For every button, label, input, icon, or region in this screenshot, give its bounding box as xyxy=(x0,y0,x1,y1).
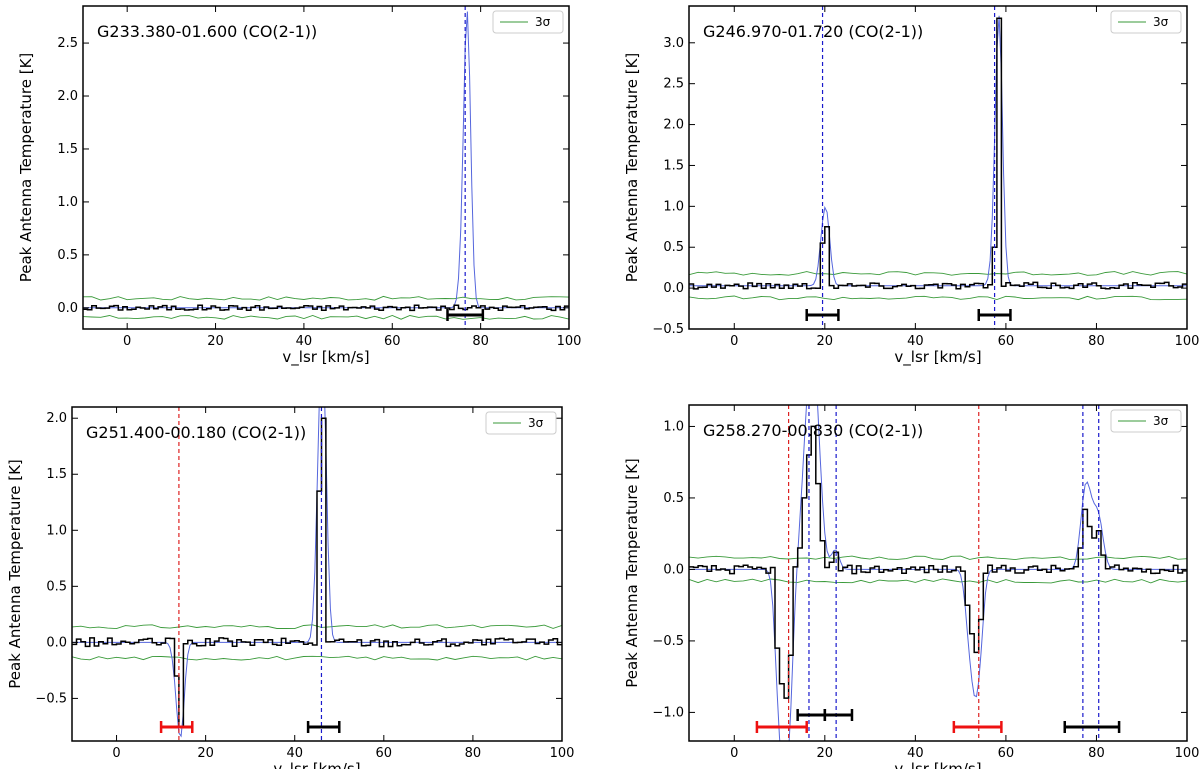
x-tick-label: 0 xyxy=(730,334,738,349)
x-tick-label: 60 xyxy=(376,746,393,761)
x-tick-label: 20 xyxy=(817,746,834,761)
x-tick-label: 20 xyxy=(817,334,834,349)
sigma3-line-lower xyxy=(689,578,1187,584)
sigma3-line-upper xyxy=(83,295,569,301)
legend-label: 3σ xyxy=(535,15,551,29)
x-tick-label: 100 xyxy=(550,746,575,761)
x-axis-label: v_lsr [km/s] xyxy=(273,760,360,769)
x-tick-label: 20 xyxy=(207,334,224,349)
y-tick-label: 0.0 xyxy=(663,281,684,296)
plot-area xyxy=(83,11,569,320)
y-tick-label: 0.0 xyxy=(57,301,78,316)
plot-area xyxy=(689,405,1187,741)
x-axis-label: v_lsr [km/s] xyxy=(894,348,981,367)
x-tick-label: 60 xyxy=(998,746,1015,761)
legend-label: 3σ xyxy=(1153,414,1169,428)
x-tick-label: 40 xyxy=(907,746,924,761)
y-axis-label: Peak Antenna Temperature [K] xyxy=(623,53,641,283)
axes-frame xyxy=(688,404,1188,742)
y-axis-label: Peak Antenna Temperature [K] xyxy=(623,458,641,688)
y-tick-label: 0.5 xyxy=(663,491,684,506)
axes-frame xyxy=(688,5,1188,330)
y-tick-label: 1.0 xyxy=(46,523,67,538)
y-tick-label: −0.5 xyxy=(652,634,684,649)
y-tick-label: 0.5 xyxy=(57,248,78,263)
x-tick-label: 40 xyxy=(907,334,924,349)
y-tick-label: 2.0 xyxy=(663,118,684,133)
spectrum-panel-g246: 0 20 40 60 80 100 −0.5 0.0 0.5 1.0 1.5 2.0 2.5 3.0 v_l… xyxy=(623,5,1200,367)
y-tick-label: 0.0 xyxy=(663,562,684,577)
sigma3-line-lower xyxy=(689,295,1187,301)
spectrum-panel-g233: 0 20 40 60 80 100 0.0 0.5 1.0 1.5 2.0 2.5 v_lsr [km/… xyxy=(17,5,582,367)
x-axis-label: v_lsr [km/s] xyxy=(282,348,369,367)
x-tick-label: 40 xyxy=(286,746,303,761)
plot-area xyxy=(72,407,562,738)
panel-title: G233.380-01.600 (CO(2-1)) xyxy=(97,22,317,41)
y-tick-label: 3.0 xyxy=(663,36,684,51)
x-axis-label: v_lsr [km/s] xyxy=(894,760,981,769)
x-tick-label: 20 xyxy=(197,746,214,761)
x-tick-label: 0 xyxy=(112,746,120,761)
y-tick-label: 2.5 xyxy=(663,77,684,92)
sigma3-line-lower xyxy=(83,315,569,320)
x-tick-label: 100 xyxy=(557,334,582,349)
sigma3-line-lower xyxy=(72,655,562,661)
y-tick-label: 1.5 xyxy=(46,467,67,482)
y-tick-label: 2.0 xyxy=(57,89,78,104)
y-axis-label: Peak Antenna Temperature [K] xyxy=(6,459,24,689)
x-tick-label: 80 xyxy=(472,334,489,349)
panel-title: G251.400-00.180 (CO(2-1)) xyxy=(86,423,306,442)
spectrum-step-line xyxy=(83,304,569,312)
x-tick-label: 80 xyxy=(1088,334,1105,349)
legend-label: 3σ xyxy=(528,416,544,430)
x-tick-label: 80 xyxy=(1088,746,1105,761)
sigma3-line-upper xyxy=(689,555,1187,561)
axes-frame xyxy=(71,406,563,742)
x-tick-label: 60 xyxy=(998,334,1015,349)
spectrum-panel-g258: 0 20 40 60 80 100 −1.0 −0.5 0.0 0.5 1.0 v_lsr [km/s… xyxy=(623,404,1200,769)
x-tick-label: 0 xyxy=(123,334,131,349)
y-tick-label: 2.5 xyxy=(57,36,78,51)
y-tick-label: 1.0 xyxy=(663,419,684,434)
y-axis-label: Peak Antenna Temperature [K] xyxy=(17,53,35,283)
spectrum-step-line xyxy=(689,425,1187,699)
spectrum-step-line xyxy=(72,417,562,728)
y-tick-label: −0.5 xyxy=(35,691,67,706)
axes-frame xyxy=(82,5,570,330)
y-tick-label: 0.5 xyxy=(663,240,684,255)
plot-area xyxy=(689,15,1187,301)
gaussian-fit-line xyxy=(689,15,1187,287)
spectrum-panel-g251: 0 20 40 60 80 100 −0.5 0.0 0.5 1.0 1.5 2.0 v_lsr [km… xyxy=(6,406,575,769)
sigma3-line-upper xyxy=(689,271,1187,276)
x-tick-label: 40 xyxy=(296,334,313,349)
y-tick-label: 1.5 xyxy=(57,142,78,157)
x-tick-label: 100 xyxy=(1175,746,1200,761)
y-tick-label: −0.5 xyxy=(652,322,684,337)
y-tick-label: 2.0 xyxy=(46,411,67,426)
panel-title: G246.970-01.720 (CO(2-1)) xyxy=(703,22,923,41)
y-tick-label: −1.0 xyxy=(652,705,684,720)
y-tick-label: 0.0 xyxy=(46,635,67,650)
y-tick-label: 0.5 xyxy=(46,579,67,594)
legend-label: 3σ xyxy=(1153,15,1169,29)
gaussian-fit-line xyxy=(83,11,569,309)
x-tick-label: 80 xyxy=(465,746,482,761)
x-tick-label: 60 xyxy=(384,334,401,349)
x-tick-label: 0 xyxy=(730,746,738,761)
panel-title: G258.270-00.830 (CO(2-1)) xyxy=(703,421,923,440)
y-tick-label: 1.0 xyxy=(663,199,684,214)
spectrum-step-line xyxy=(689,17,1187,290)
x-tick-label: 100 xyxy=(1175,334,1200,349)
y-tick-label: 1.0 xyxy=(57,195,78,210)
y-tick-label: 1.5 xyxy=(663,158,684,173)
